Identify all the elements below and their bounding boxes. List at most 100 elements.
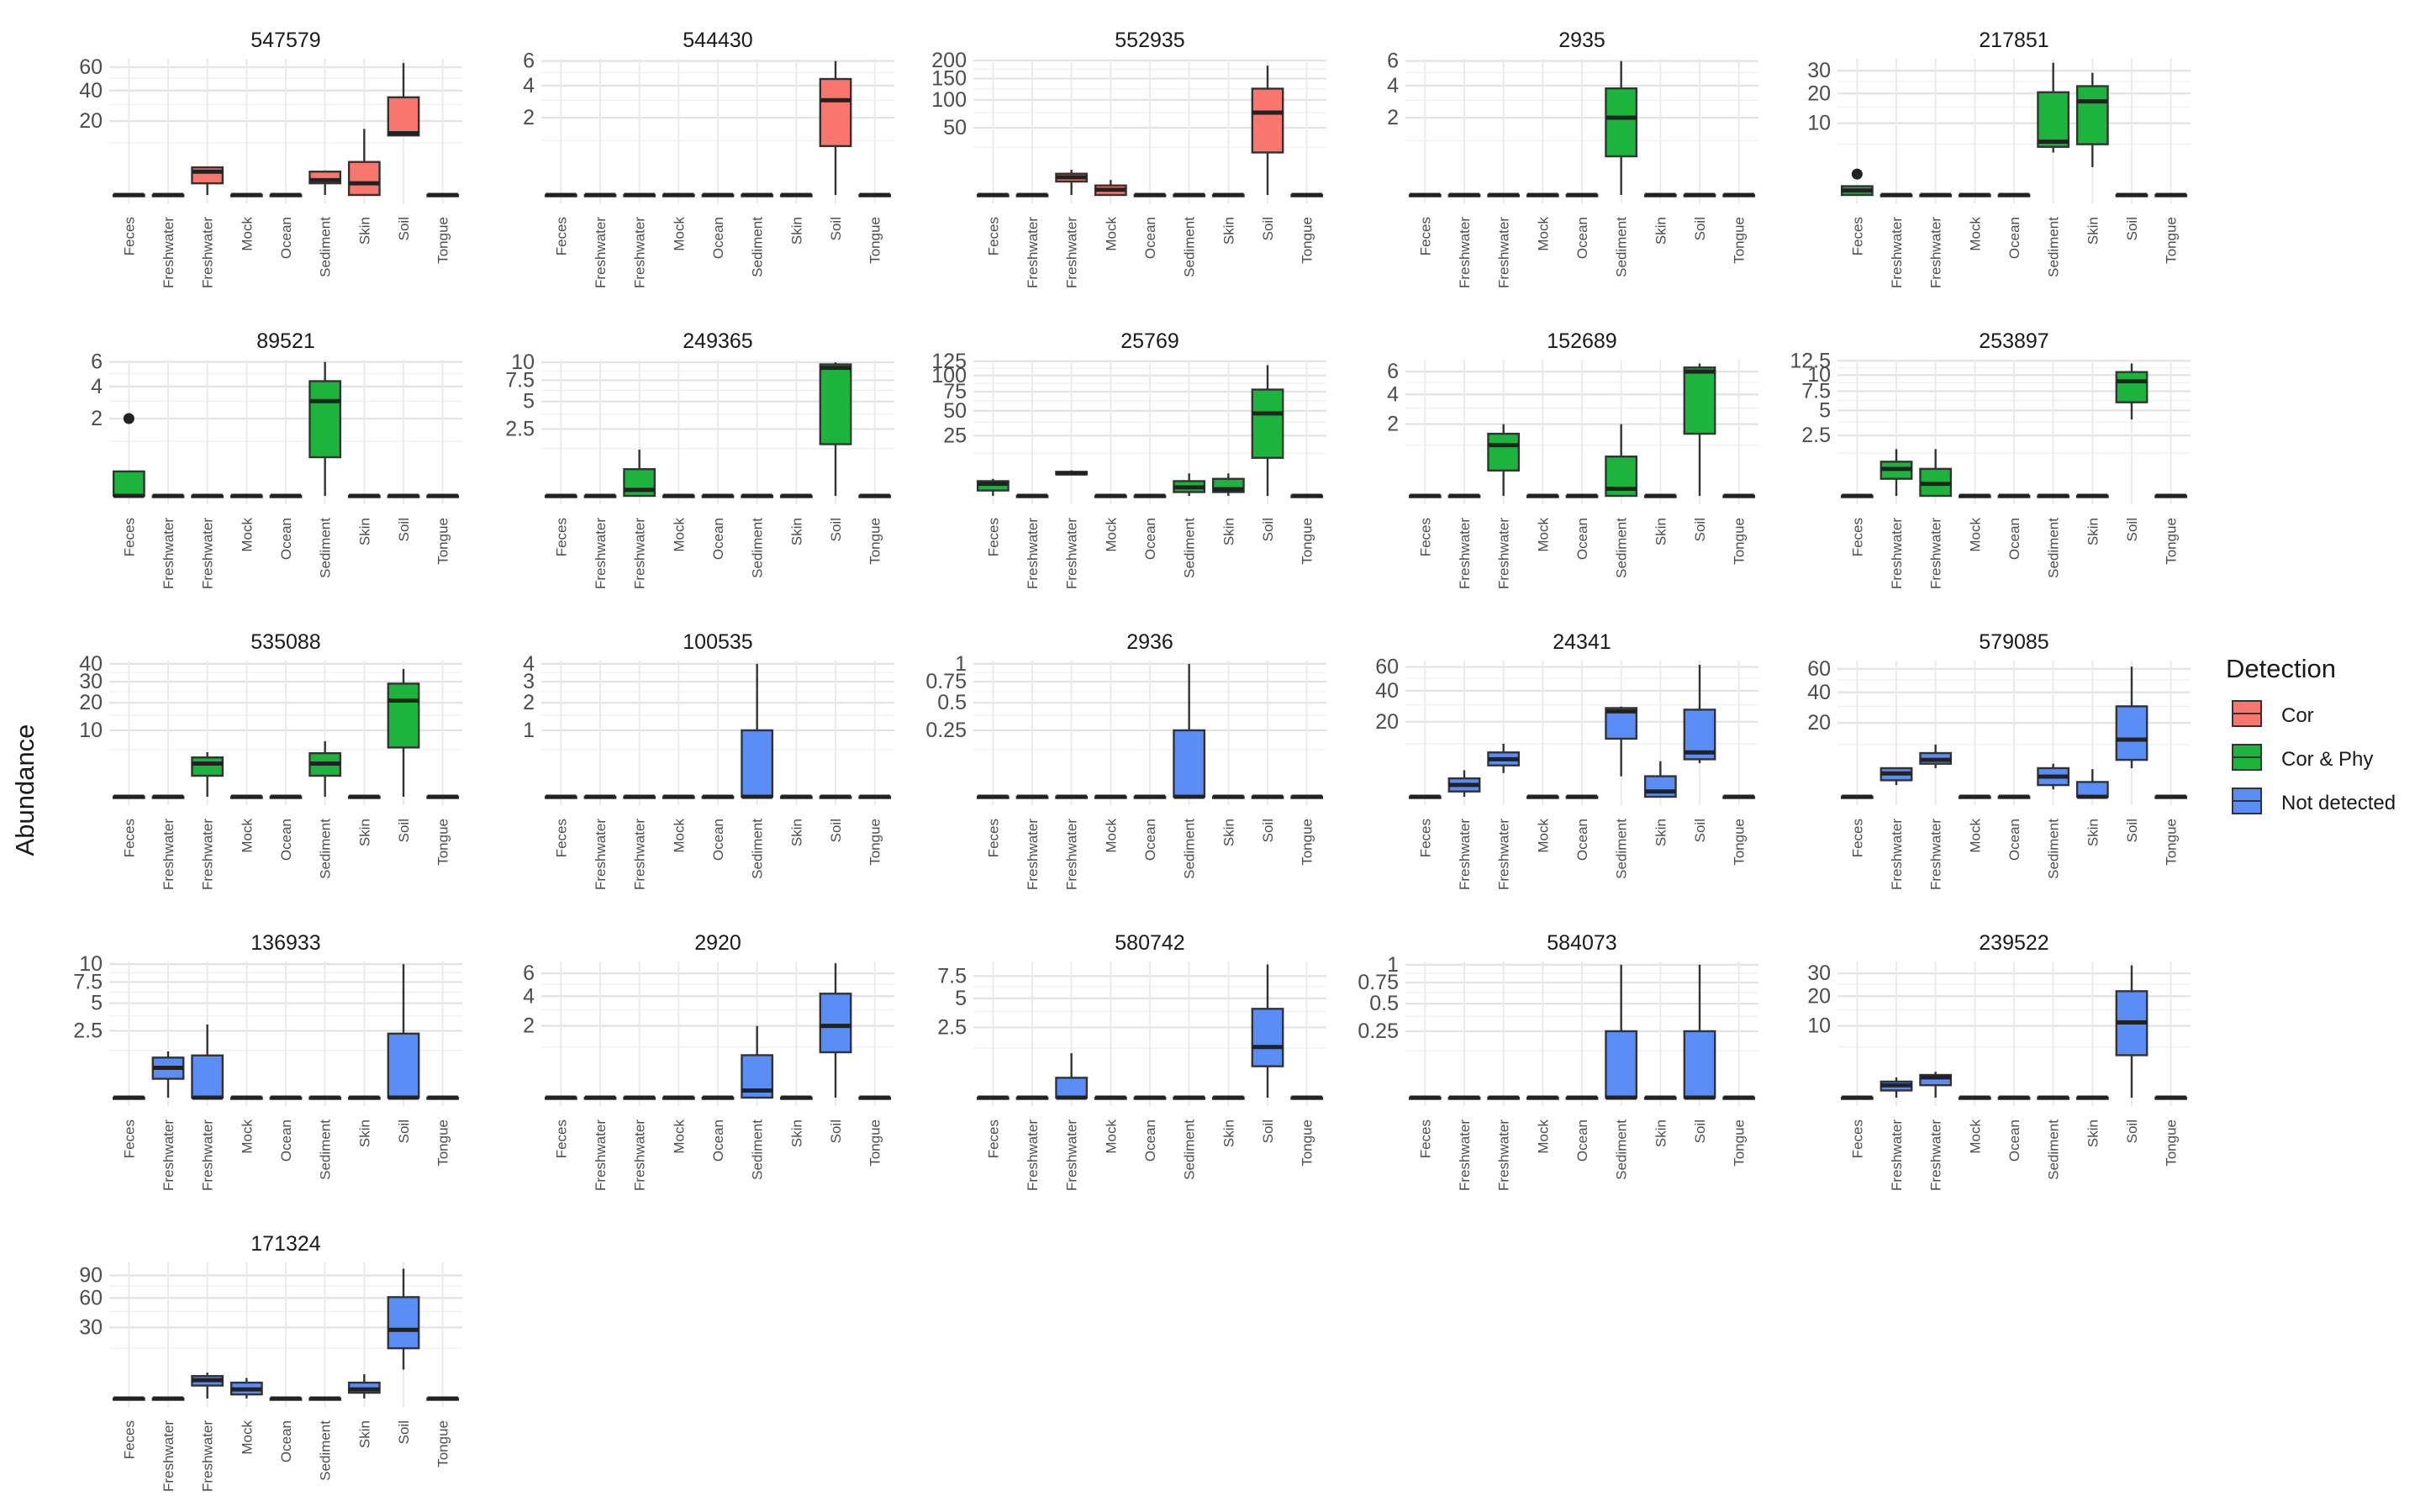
box-tongue	[1722, 794, 1756, 799]
x-tick-label: Feces	[553, 518, 569, 556]
box-sediment	[1605, 964, 1638, 1100]
y-tick-label: 5	[955, 987, 967, 1010]
box-ocean	[1997, 493, 2031, 498]
box-skin	[347, 1374, 381, 1399]
box-feces	[1408, 1095, 1442, 1100]
x-tick-label: Sediment	[1614, 518, 1630, 578]
y-tick-label: 60	[79, 1286, 103, 1309]
y-tick-label: 125	[931, 350, 967, 373]
x-tick-label: Freshwater	[1889, 217, 1905, 288]
x-tick-label: Sediment	[1182, 1120, 1198, 1180]
box-soil	[819, 61, 852, 195]
x-tick-label: Mock	[1967, 217, 1983, 251]
box-soil	[2115, 192, 2148, 198]
x-tick-label: Sediment	[750, 1120, 766, 1180]
x-tick-label: Freshwater	[1025, 819, 1041, 890]
box-tongue	[2154, 192, 2188, 198]
box-mock	[1958, 1095, 1991, 1100]
gridlines	[1405, 59, 1758, 203]
box-feces	[1408, 794, 1442, 799]
x-tick-label: Freshwater	[1025, 1120, 1041, 1191]
y-tick-label: 40	[1375, 679, 1399, 703]
x-tick-label: Mock	[239, 1420, 255, 1455]
x-tick-label: Tongue	[867, 1120, 883, 1167]
box-skin	[1643, 192, 1677, 198]
box-tongue	[1722, 493, 1756, 498]
y-tick-label: 0.5	[1369, 992, 1399, 1015]
x-tick-label: Skin	[1221, 217, 1236, 245]
panel-title: 2935	[1558, 29, 1605, 52]
y-tick-label: 6	[523, 50, 535, 73]
box-soil	[2115, 363, 2148, 420]
y-tick-label: 1	[523, 719, 535, 742]
box-tongue	[858, 493, 892, 498]
box-iqr	[2115, 705, 2148, 761]
box-skin	[2075, 1095, 2109, 1100]
box-tongue	[1290, 794, 1324, 799]
box-freshwater	[1487, 192, 1521, 198]
y-tick-label: 6	[1387, 360, 1399, 383]
box-mock	[662, 794, 695, 799]
x-tick-label: Sediment	[318, 518, 334, 578]
box-soil	[387, 62, 420, 137]
box-iqr	[387, 1032, 420, 1099]
box-soil	[387, 1268, 420, 1370]
y-tick-label: 10	[1807, 1014, 1831, 1038]
box-mock	[1526, 1095, 1559, 1100]
box-freshwater	[151, 794, 185, 799]
y-tick-label: 2.5	[73, 1019, 103, 1043]
y-tick-label: 40	[1807, 681, 1831, 704]
box-mock	[1526, 192, 1559, 198]
x-tick-label: Mock	[1103, 217, 1119, 251]
box-tongue	[1290, 1095, 1324, 1100]
outlier-point	[123, 413, 134, 424]
box-feces	[976, 794, 1010, 799]
box-tongue	[1722, 1095, 1756, 1100]
box-mock	[1094, 1095, 1127, 1100]
box-freshwater	[583, 493, 617, 498]
box-iqr	[112, 470, 145, 498]
x-tick-label: Skin	[2085, 518, 2101, 545]
y-tick-label: 10	[79, 719, 103, 742]
x-tick-label: Soil	[396, 1120, 412, 1143]
x-tick-label: Freshwater	[1025, 217, 1041, 288]
legend-item: Not detected	[2232, 788, 2396, 814]
y-tick-label: 75	[943, 380, 967, 403]
box-soil	[1683, 964, 1716, 1100]
x-tick-label: Sediment	[1614, 819, 1630, 879]
x-tick-label: Freshwater	[200, 819, 216, 890]
box-freshwater	[1055, 170, 1089, 195]
y-tick-label: 40	[79, 79, 103, 103]
panel-title: 552935	[1115, 29, 1184, 52]
legend-item: Cor & Phy	[2232, 744, 2373, 771]
box-skin	[779, 493, 813, 498]
x-tick-label: Soil	[1692, 1120, 1708, 1143]
y-tick-label: 20	[79, 109, 103, 133]
y-tick-label: 3	[523, 670, 535, 693]
box-freshwater	[1447, 1095, 1481, 1100]
y-tick-label: 2.5	[505, 418, 535, 441]
x-tick-label: Feces	[121, 217, 137, 256]
box-freshwater	[191, 751, 224, 797]
box-soil	[387, 964, 420, 1100]
box-freshwater	[1015, 192, 1049, 198]
y-tick-label: 60	[79, 55, 103, 79]
x-tick-label: Tongue	[1300, 819, 1315, 866]
box-soil	[1683, 664, 1716, 764]
y-axis-label: Abundance	[10, 724, 40, 856]
box-feces	[112, 1396, 145, 1401]
x-tick-label: Freshwater	[1064, 518, 1080, 589]
y-tick-label: 2	[523, 1014, 535, 1038]
panel-title: 239522	[1979, 931, 2048, 955]
x-tick-label: Freshwater	[1889, 1120, 1905, 1191]
box-freshwater	[1880, 767, 1913, 786]
x-tick-label: Freshwater	[1025, 518, 1041, 589]
x-tick-label: Freshwater	[1496, 819, 1512, 890]
box-feces	[544, 192, 577, 198]
box-tongue	[426, 192, 460, 198]
x-tick-label: Skin	[2085, 1120, 2101, 1147]
box-freshwater	[151, 192, 185, 198]
box-feces	[1840, 1095, 1874, 1100]
